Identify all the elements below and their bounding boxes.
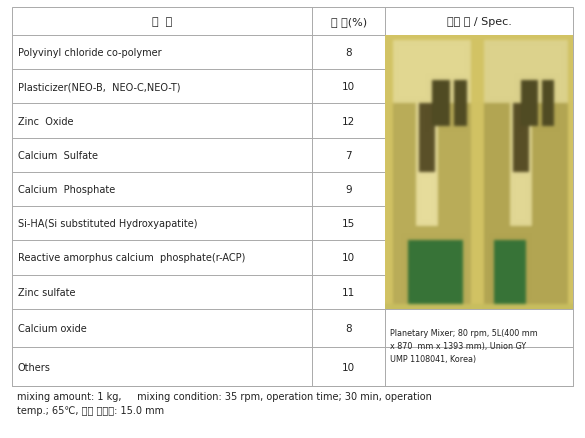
Text: Planetary Mixer; 80 rpm, 5L(400 mm
x 870  mm x 1393 mm), Union GY
UMP 1108041, K: Planetary Mixer; 80 rpm, 5L(400 mm x 870… <box>390 328 538 363</box>
Text: Plasticizer(NEO-B,  NEO-C,NEO-T): Plasticizer(NEO-B, NEO-C,NEO-T) <box>18 82 181 92</box>
Text: 15: 15 <box>342 219 355 229</box>
Text: mixing amount: 1 kg,     mixing condition: 35 rpm, operation time; 30 min, opera: mixing amount: 1 kg, mixing condition: 3… <box>17 391 432 401</box>
Text: 8: 8 <box>345 323 352 333</box>
Text: Reactive amorphus calcium  phosphate(r-ACP): Reactive amorphus calcium phosphate(r-AC… <box>18 253 245 263</box>
Text: 함 량(%): 함 량(%) <box>331 17 367 27</box>
Bar <box>12 8 573 386</box>
Text: Calcium  Sulfate: Calcium Sulfate <box>18 150 98 160</box>
Text: 10: 10 <box>342 362 355 372</box>
Text: 7: 7 <box>345 150 352 160</box>
Text: Polyvinyl chloride co-polymer: Polyvinyl chloride co-polymer <box>18 48 161 58</box>
Text: Calcium oxide: Calcium oxide <box>18 323 87 333</box>
Text: 10: 10 <box>342 82 355 92</box>
Text: 8: 8 <box>345 48 352 58</box>
Text: Zinc  Oxide: Zinc Oxide <box>18 117 74 126</box>
Text: 성  분: 성 분 <box>152 17 172 27</box>
Text: Zinc sulfate: Zinc sulfate <box>18 287 75 297</box>
Text: 10: 10 <box>342 253 355 263</box>
Text: Calcium  Phosphate: Calcium Phosphate <box>18 184 115 194</box>
Text: temp.; 65℃, 평균 점주도: 15.0 mm: temp.; 65℃, 평균 점주도: 15.0 mm <box>17 405 164 415</box>
Text: 9: 9 <box>345 184 352 194</box>
Text: 12: 12 <box>342 117 355 126</box>
Text: 11: 11 <box>342 287 355 297</box>
Text: Si-HA(Si substituted Hydroxyapatite): Si-HA(Si substituted Hydroxyapatite) <box>18 219 198 229</box>
Text: Others: Others <box>18 362 51 372</box>
Text: 설비 명 / Spec.: 설비 명 / Spec. <box>446 17 511 27</box>
